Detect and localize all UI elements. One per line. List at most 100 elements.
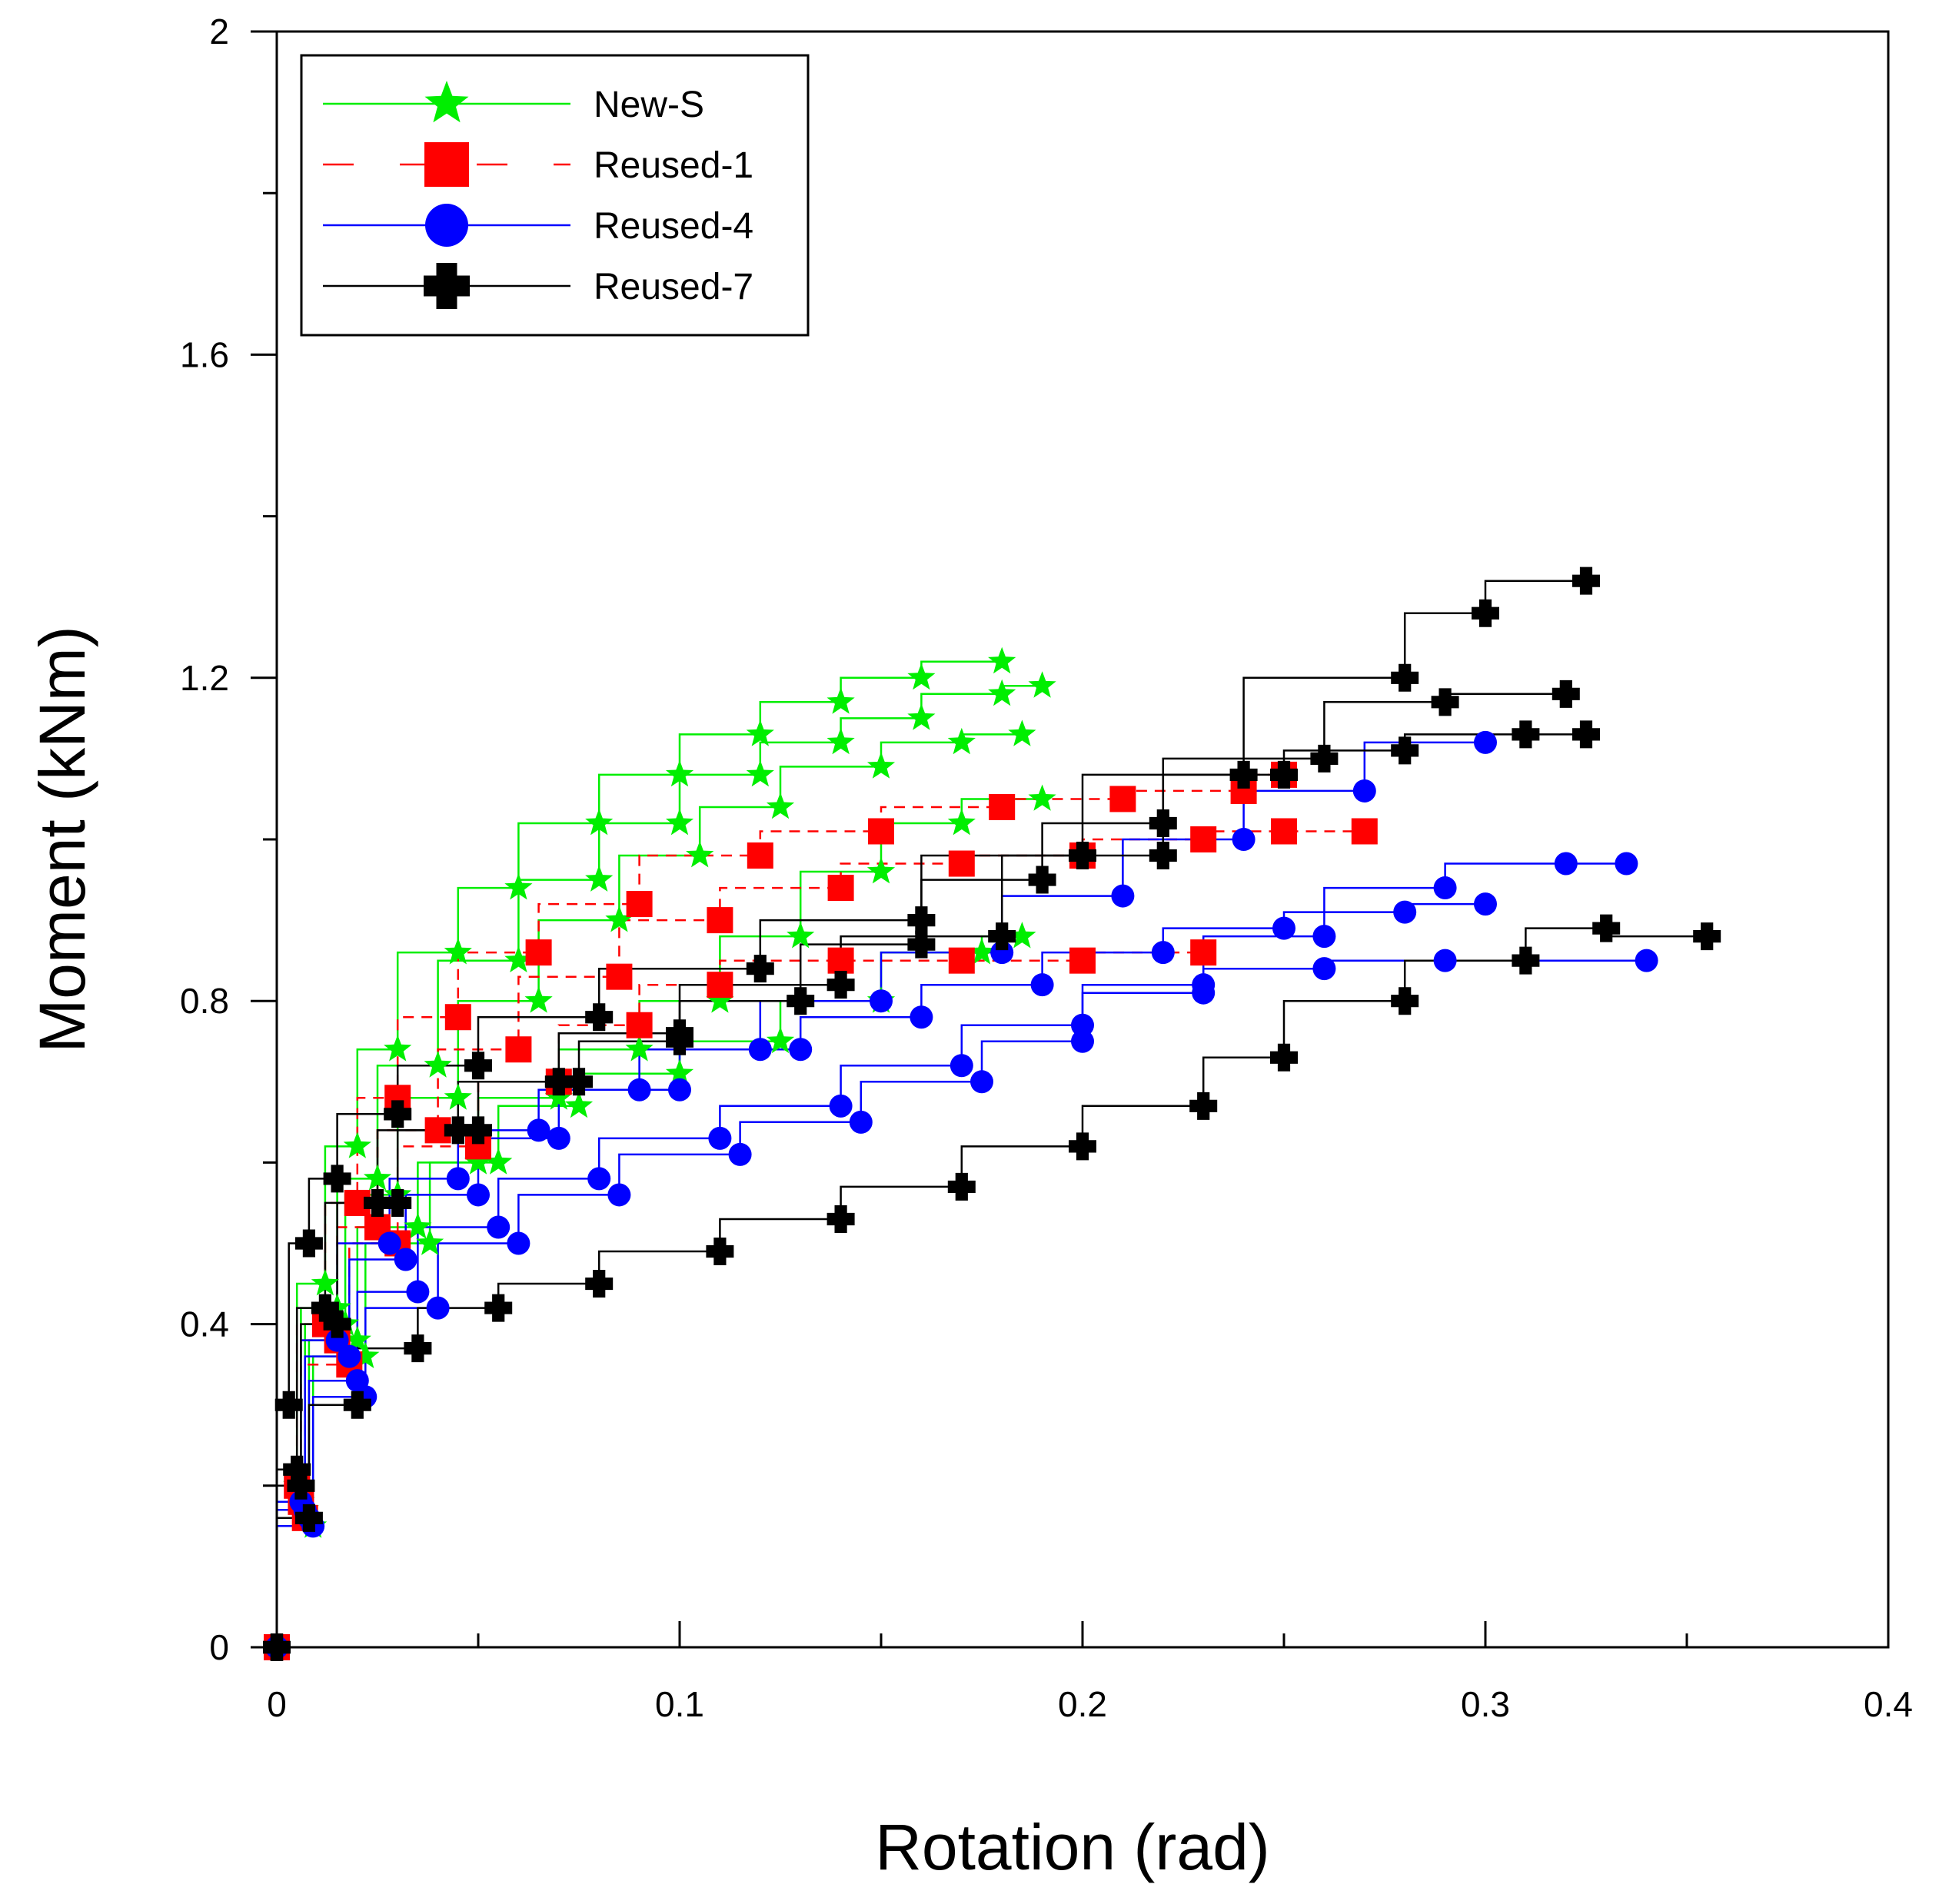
- legend-entry-reused-4: Reused-4: [323, 204, 753, 247]
- reused-7-marker: [444, 1116, 472, 1145]
- new-s-marker: [416, 1228, 444, 1255]
- new-s-marker: [504, 945, 533, 972]
- reused-4-marker: [1071, 1013, 1094, 1037]
- reused-1-marker: [626, 1012, 653, 1038]
- reused-7-marker: [384, 1100, 412, 1128]
- reused-7-curve-1: [275, 580, 1586, 1647]
- reused-4-marker: [338, 1344, 361, 1368]
- reused-7-marker: [585, 1003, 614, 1032]
- reused-7-marker: [323, 1310, 351, 1338]
- legend-label: Reused-1: [594, 145, 753, 186]
- reused-1-marker: [827, 875, 854, 902]
- reused-7-marker: [1431, 688, 1459, 716]
- new-s-marker: [444, 1083, 472, 1110]
- new-s-marker: [343, 1325, 371, 1352]
- legend-label: Reused-4: [594, 206, 753, 247]
- reused-1-marker: [747, 842, 773, 869]
- reused-7-marker: [565, 1068, 593, 1096]
- reused-7-marker: [1270, 760, 1298, 789]
- y-tick-label: 0: [209, 1627, 229, 1667]
- new-s-marker: [826, 727, 855, 755]
- new-s-marker: [665, 809, 694, 836]
- reused-7-marker: [1391, 663, 1419, 692]
- reused-4-marker: [627, 1078, 651, 1102]
- new-s-marker: [444, 938, 472, 965]
- legend-entries: New-S Reused-1 Reused-4 Reused-7: [323, 81, 753, 309]
- new-s-marker: [424, 1051, 452, 1078]
- reused-1-marker: [948, 947, 975, 974]
- new-s-marker: [826, 687, 855, 714]
- legend-entry-reused-7: Reused-7: [323, 263, 753, 309]
- new-s-marker: [1008, 719, 1036, 746]
- reused-7-marker: [364, 1188, 391, 1217]
- new-s-marker: [706, 986, 734, 1013]
- reused-7-marker: [988, 922, 1016, 951]
- reused-1-marker: [1190, 939, 1217, 966]
- reused-4-marker: [1232, 828, 1256, 851]
- new-s-marker: [766, 1026, 795, 1054]
- new-s-marker: [544, 1083, 573, 1110]
- new-s-marker: [866, 752, 896, 779]
- reused-7-marker: [1572, 720, 1600, 749]
- reused-1-marker: [989, 793, 1016, 820]
- reused-4-marker: [487, 1215, 511, 1239]
- reused-4-marker: [467, 1183, 490, 1207]
- reused-4-marker: [829, 1094, 853, 1118]
- reused-7-marker: [1693, 922, 1721, 951]
- new-s-marker: [988, 679, 1016, 706]
- reused-7-marker: [283, 1455, 311, 1484]
- y-tick-label: 0.8: [180, 981, 229, 1021]
- x-tick-label: 0.2: [1058, 1684, 1107, 1724]
- legend-label: New-S: [594, 85, 704, 125]
- y-tick-label: 0.4: [180, 1304, 229, 1344]
- reused-1-marker: [444, 1004, 471, 1031]
- reused-1-marker: [868, 818, 894, 845]
- new-s-marker: [787, 922, 815, 949]
- reused-7-marker: [1229, 760, 1258, 789]
- reused-7-marker: [294, 1504, 323, 1532]
- new-s-marker: [384, 1035, 412, 1062]
- new-s-marker: [988, 646, 1016, 674]
- reused-7-marker: [1149, 809, 1177, 837]
- new-s-marker: [766, 793, 795, 819]
- new-s-marker: [665, 759, 694, 787]
- reused-7-marker: [1069, 1132, 1096, 1161]
- reused-1-marker: [707, 972, 733, 999]
- legend-entry-new-s: New-S: [323, 81, 704, 125]
- x-axis-title: Rotation (rad): [875, 1811, 1270, 1883]
- reused-7-marker: [287, 1471, 315, 1500]
- new-s-marker: [351, 1341, 380, 1368]
- new-s-marker: [564, 1091, 594, 1118]
- reused-7-marker: [1552, 680, 1580, 708]
- reused-4-curve-4: [275, 862, 1627, 1647]
- reused-4-marker: [394, 1248, 417, 1271]
- reused-4-marker: [708, 1126, 732, 1150]
- y-tick-label: 1.6: [180, 334, 229, 374]
- new-s-marker: [311, 1269, 339, 1296]
- reused-1-marker: [626, 891, 653, 918]
- reused-7-marker: [323, 1165, 351, 1193]
- reused-4-marker: [1352, 779, 1376, 802]
- new-s-marker: [907, 703, 936, 730]
- reused-4-marker: [587, 1167, 611, 1191]
- new-s-marker: [665, 1058, 694, 1086]
- reused-4-marker: [377, 1231, 401, 1255]
- legend-entry-reused-1: Reused-1: [323, 142, 753, 187]
- y-tick-label: 2: [209, 12, 229, 52]
- new-s-marker: [746, 759, 774, 787]
- reused-7-curve-3: [275, 927, 1708, 1647]
- markers-layer: [262, 567, 1721, 1661]
- new-s-marker: [947, 809, 976, 836]
- reused-1-marker: [707, 907, 733, 934]
- new-s-marker: [746, 719, 774, 746]
- reused-7-marker: [1592, 914, 1621, 942]
- tick-labels-layer: 0 0.1 0.2 0.3 0.4 0 0.4 0.8 1.2 1.6 2: [180, 12, 1913, 1724]
- reused-4-marker: [1192, 973, 1216, 997]
- new-s-curve-2: [275, 685, 1043, 1647]
- reused-7-marker: [464, 1116, 492, 1145]
- new-s-marker: [907, 663, 936, 690]
- reused-4-marker: [446, 1167, 470, 1191]
- reused-4-marker: [607, 1183, 631, 1207]
- reused-4-marker: [849, 1110, 873, 1134]
- x-tick-label: 0: [267, 1684, 287, 1724]
